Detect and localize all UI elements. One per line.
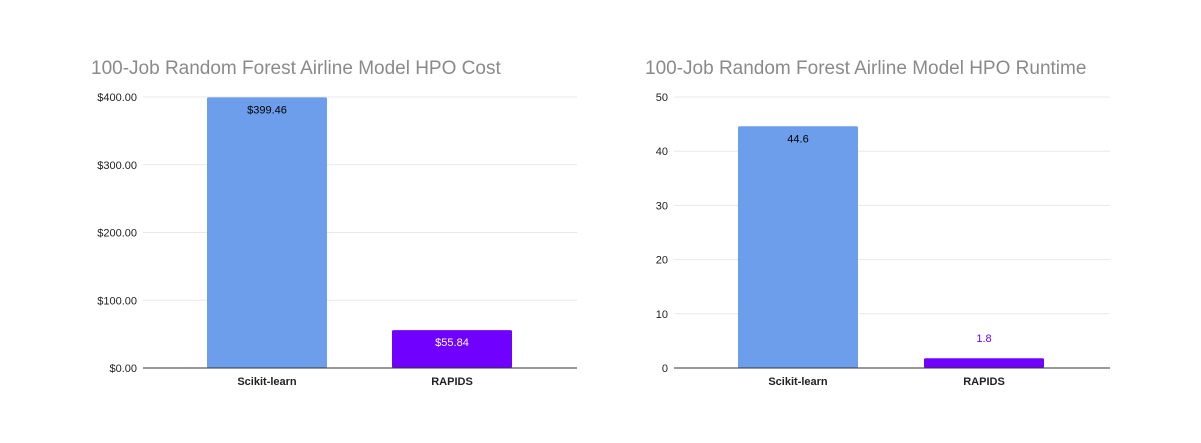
- bar: [207, 97, 327, 369]
- runtime-chart-title: 100-Job Random Forest Airline Model HPO …: [645, 58, 1086, 79]
- bar: [924, 358, 1044, 368]
- x-tick-label: Scikit-learn: [768, 376, 828, 388]
- y-tick-label: 50: [656, 92, 668, 104]
- data-label: $399.46: [247, 104, 287, 116]
- data-label: $55.84: [435, 337, 469, 349]
- y-tick-label: 10: [656, 309, 668, 321]
- y-tick-label: $400.00: [97, 92, 137, 104]
- y-tick-label: 20: [656, 255, 668, 267]
- data-label: 44.6: [787, 133, 808, 145]
- bar: [738, 126, 858, 368]
- y-tick-label: 40: [656, 146, 668, 158]
- x-tick-label: RAPIDS: [431, 376, 473, 388]
- bar: [392, 330, 512, 368]
- x-tick-label: Scikit-learn: [237, 376, 297, 388]
- y-tick-label: $200.00: [97, 228, 137, 240]
- cost-chart-title: 100-Job Random Forest Airline Model HPO …: [91, 58, 501, 79]
- y-tick-label: 0: [662, 363, 668, 375]
- data-label: 1.8: [976, 333, 991, 345]
- x-tick-label: RAPIDS: [963, 376, 1005, 388]
- y-tick-label: $300.00: [97, 160, 137, 172]
- cost-chart: 100-Job Random Forest Airline Model HPO …: [91, 58, 577, 388]
- runtime-chart: 100-Job Random Forest Airline Model HPO …: [645, 58, 1110, 388]
- y-tick-label: 30: [656, 200, 668, 212]
- y-tick-label: $0.00: [109, 363, 137, 375]
- y-tick-label: $100.00: [97, 295, 137, 307]
